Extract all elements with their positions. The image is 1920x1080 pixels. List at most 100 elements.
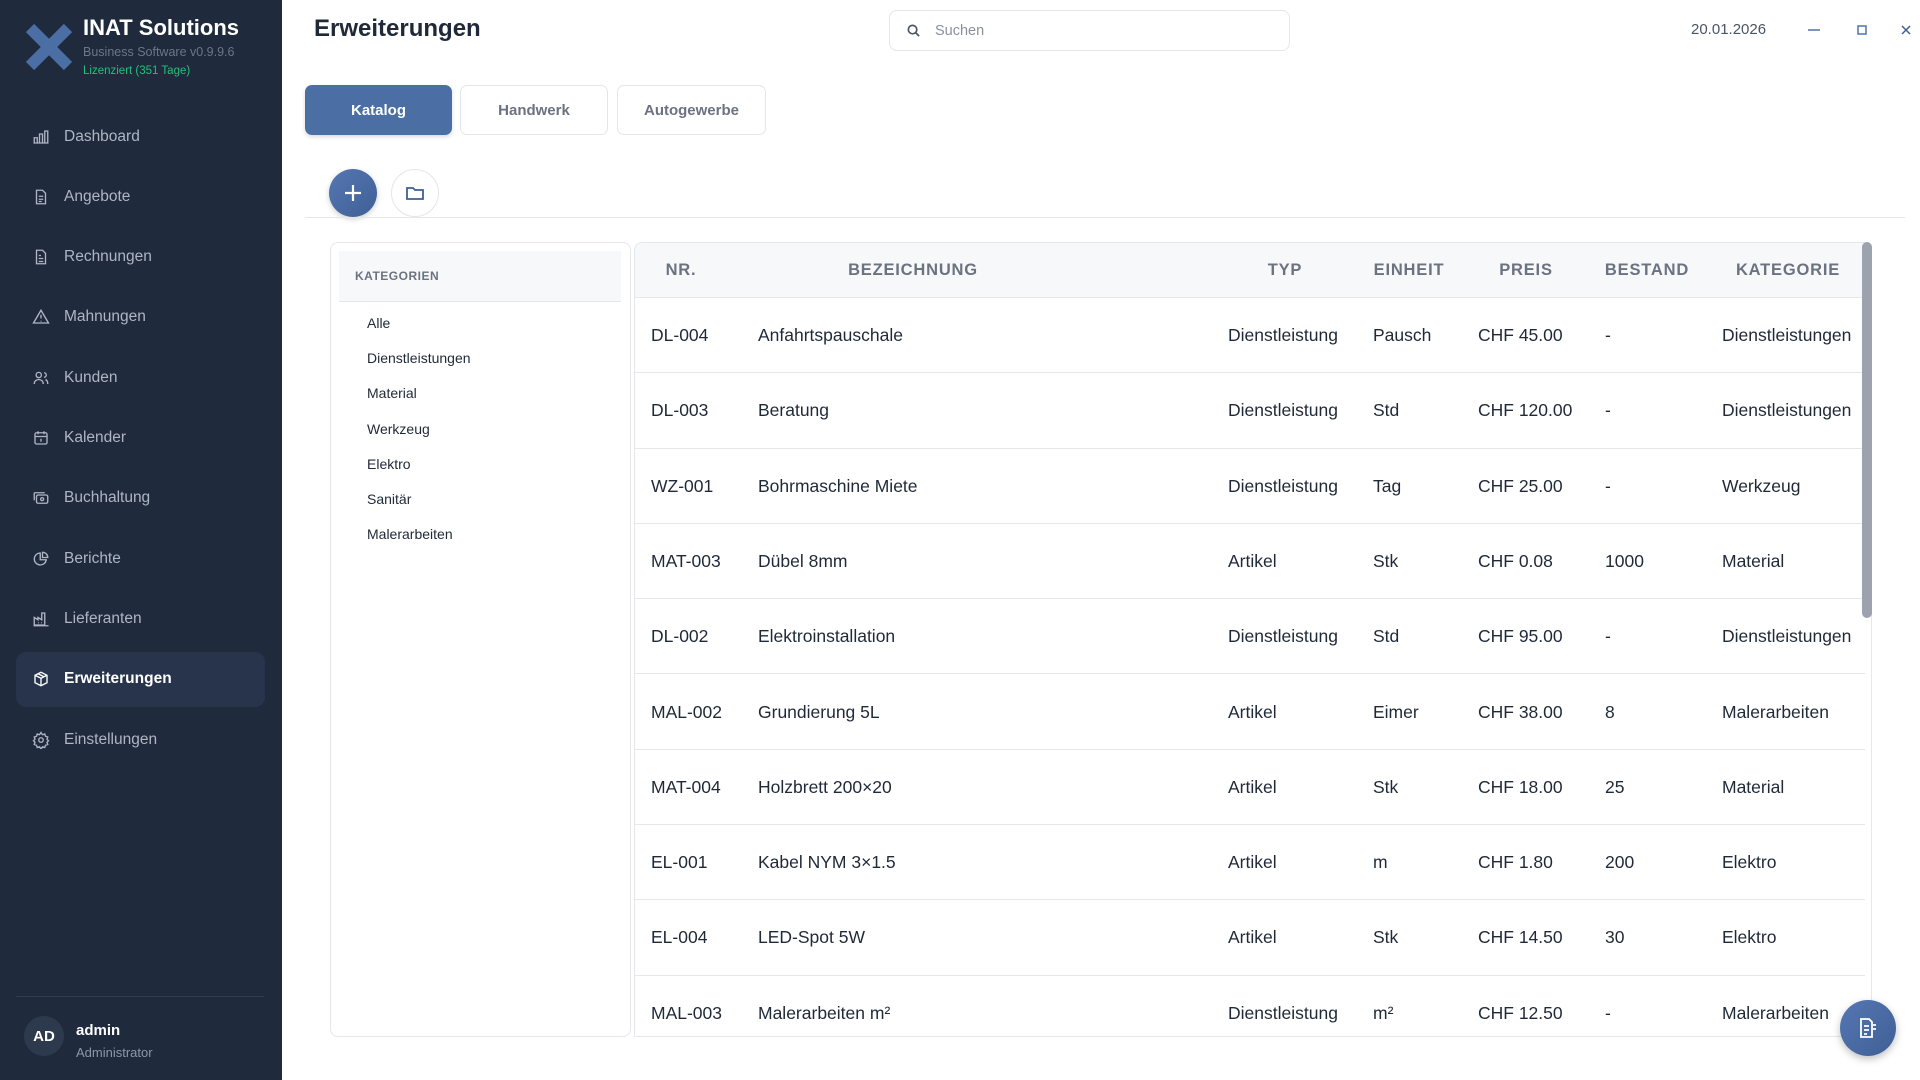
sidebar-item-buchhaltung[interactable]: Buchhaltung — [16, 471, 265, 526]
cell-einheit: Std — [1373, 626, 1400, 647]
cell-typ: Dienstleistung — [1228, 400, 1338, 421]
user-name: admin — [76, 1022, 121, 1039]
avatar[interactable]: AD — [24, 1016, 64, 1056]
category-item[interactable]: Malerarbeiten — [367, 526, 453, 543]
table-row[interactable]: DL-004 Anfahrtspauschale Dienstleistung Pau… — [635, 298, 1865, 374]
category-heading: KATEGORIEN — [339, 251, 621, 302]
cell-kategorie: Werkzeug — [1722, 475, 1801, 496]
document-fab-button[interactable] — [1840, 1000, 1896, 1056]
category-item[interactable]: Werkzeug — [367, 420, 430, 437]
cell-bezeichnung: Holzbrett 200×20 — [758, 776, 892, 797]
cell-kategorie: Malerarbeiten — [1722, 1002, 1829, 1023]
sidebar: INAT Solutions Business Software v0.9.9.… — [0, 0, 282, 1080]
tab-handwerk[interactable]: Handwerk — [460, 85, 608, 135]
sidebar-item-kalender[interactable]: Kalender — [16, 411, 265, 466]
cell-bestand: - — [1605, 626, 1611, 647]
column-header-kategorie[interactable]: KATEGORIE — [1735, 261, 1841, 279]
cell-preis: CHF 95.00 — [1478, 626, 1563, 647]
sidebar-item-label: Einstellungen — [64, 730, 158, 748]
app-version: Business Software v0.9.9.6 — [83, 45, 235, 59]
search-placeholder: Suchen — [935, 22, 985, 39]
cell-kategorie: Material — [1722, 776, 1785, 797]
sidebar-item-label: Lieferanten — [64, 609, 142, 627]
search-input[interactable]: Suchen — [889, 10, 1290, 51]
cash-icon — [33, 492, 49, 505]
sidebar-item-berichte[interactable]: Berichte — [16, 531, 265, 586]
cell-kategorie: Dienstleistungen — [1722, 325, 1852, 345]
category-item[interactable]: Sanitär — [367, 491, 412, 507]
cell-nr: MAL-003 — [651, 1002, 723, 1023]
column-header-bezeichnung[interactable]: BEZEICHNUNG — [848, 261, 978, 279]
table-row[interactable]: MAT-003 Dübel 8mm Artikel Stk CHF 0.08 1000 Ma… — [635, 524, 1865, 600]
cell-bezeichnung: Elektroinstallation — [758, 626, 896, 647]
sidebar-item-label: Mahnungen — [64, 308, 146, 326]
cell-kategorie: Material — [1722, 550, 1785, 571]
cell-einheit: Stk — [1373, 550, 1399, 571]
table-row[interactable]: MAL-002 Grundierung 5L Artikel Eimer CHF 38.… — [635, 675, 1865, 750]
cell-typ: Artikel — [1228, 550, 1277, 571]
sidebar-item-label: Kunden — [64, 368, 118, 386]
cell-nr: DL-004 — [651, 325, 709, 345]
add-item-button[interactable] — [329, 169, 377, 217]
search-icon — [907, 24, 920, 37]
cell-nr: DL-003 — [651, 400, 709, 421]
sidebar-item-angebote[interactable]: Angebote — [16, 169, 265, 224]
cell-preis: CHF 25.00 — [1478, 475, 1563, 496]
cell-bezeichnung: Beratung — [758, 400, 830, 421]
warning-icon — [32, 309, 50, 325]
table-row[interactable]: MAT-004 Holzbrett 200×20 Artikel Stk CHF 18.… — [635, 750, 1865, 826]
table-row[interactable]: EL-001 Kabel NYM 3×1.5 Artikel m CHF 1.80 200… — [635, 825, 1865, 901]
table-row[interactable]: MAL-003 Malerarbeiten m² Dienstleistung m² C… — [635, 976, 1865, 1036]
column-header-typ[interactable]: TYP — [1267, 261, 1303, 279]
cell-bestand: - — [1605, 1002, 1611, 1023]
cell-kategorie: Elektro — [1722, 927, 1777, 948]
table-row[interactable]: WZ-001 Bohrmaschine Miete Dienstleistung Ta… — [635, 449, 1865, 524]
sidebar-item-rechnungen[interactable]: Rechnungen — [16, 230, 265, 285]
maximize-icon[interactable] — [1852, 20, 1872, 40]
column-header-preis[interactable]: PREIS — [1499, 261, 1553, 279]
table-scrollbar[interactable] — [1862, 242, 1872, 618]
table-row[interactable]: DL-002 Elektroinstallation Dienstleistung S… — [635, 599, 1865, 675]
tab-autogewerbe[interactable]: Autogewerbe — [617, 85, 766, 135]
cell-bestand: - — [1605, 325, 1611, 345]
cell-bestand: 30 — [1605, 927, 1625, 948]
sidebar-item-lieferanten[interactable]: Lieferanten — [16, 591, 265, 646]
cell-preis: CHF 38.00 — [1478, 701, 1563, 722]
cell-bestand: - — [1605, 400, 1611, 421]
category-item[interactable]: Material — [367, 385, 417, 402]
cell-nr: MAL-002 — [651, 701, 723, 722]
cell-einheit: Eimer — [1373, 701, 1419, 722]
cell-kategorie: Dienstleistungen — [1722, 626, 1852, 647]
category-panel: KATEGORIEN Alle Dienstleistungen Material W… — [330, 242, 631, 1037]
table-row[interactable]: DL-003 Beratung Dienstleistung Std CHF 120.0… — [635, 373, 1865, 449]
sidebar-item-einstellungen[interactable]: Einstellungen — [16, 712, 265, 767]
cell-nr: EL-004 — [651, 927, 708, 948]
cell-typ: Artikel — [1228, 701, 1277, 722]
close-icon[interactable] — [1896, 20, 1916, 40]
cell-bezeichnung: Grundierung 5L — [758, 701, 880, 722]
cell-nr: EL-001 — [651, 852, 708, 873]
users-icon — [33, 371, 49, 384]
column-header-nr[interactable]: NR. — [665, 261, 697, 279]
calendar-icon — [34, 431, 48, 445]
sidebar-item-kunden[interactable]: Kunden — [16, 350, 265, 405]
sidebar-item-label: Dashboard — [64, 127, 140, 145]
cell-nr: DL-002 — [651, 626, 709, 647]
category-item[interactable]: Elektro — [367, 455, 411, 472]
tab-katalog[interactable]: Katalog — [305, 85, 452, 135]
column-header-bestand[interactable]: BESTAND — [1604, 261, 1690, 279]
table-row[interactable]: EL-004 LED-Spot 5W Artikel Stk CHF 14.50 30 El… — [635, 900, 1865, 976]
cell-preis: CHF 1.80 — [1478, 852, 1553, 873]
sidebar-item-dashboard[interactable]: Dashboard — [16, 109, 265, 164]
folder-button[interactable] — [391, 169, 439, 217]
sidebar-item-erweiterungen[interactable]: Erweiterungen — [16, 651, 265, 707]
cell-nr: MAT-003 — [651, 550, 721, 571]
cell-preis: CHF 45.00 — [1478, 325, 1563, 345]
category-item[interactable]: Dienstleistungen — [367, 350, 471, 367]
cell-nr: MAT-004 — [651, 776, 721, 797]
column-header-einheit[interactable]: EINHEIT — [1373, 261, 1445, 279]
minimize-icon[interactable] — [1804, 20, 1824, 40]
license-status: Lizenziert (351 Tage) — [83, 65, 191, 77]
sidebar-item-mahnungen[interactable]: Mahnungen — [16, 290, 265, 345]
category-item[interactable]: Alle — [367, 315, 391, 331]
